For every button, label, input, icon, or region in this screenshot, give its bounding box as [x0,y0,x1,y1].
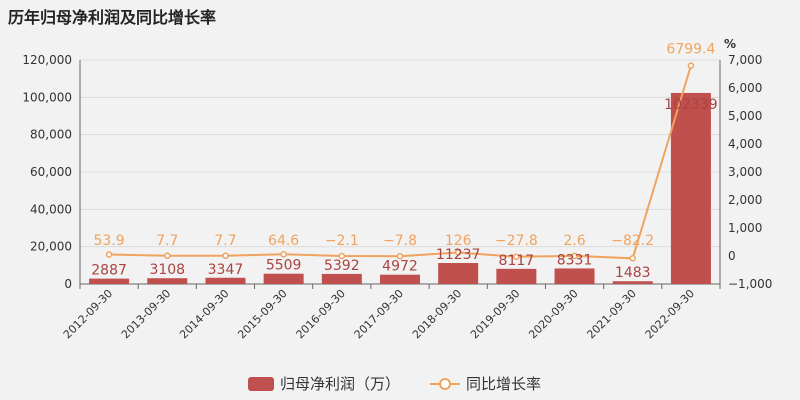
legend-swatch-point [439,378,451,390]
growth-value-label: 7.7 [214,233,236,249]
bar-value-label: 11237 [436,247,481,263]
bar-value-label: 102339 [664,97,717,113]
growth-point [513,253,520,261]
growth-value-label: 64.6 [268,233,299,249]
growth-value-label: −7.8 [383,233,417,249]
legend-swatch-bar [248,377,274,391]
bar-value-label: 8331 [557,252,593,268]
bar-value-label: 3108 [149,262,185,278]
x-tick-label: 2021-09-30 [584,287,638,341]
growth-point [164,252,171,260]
growth-value-label: 2.6 [563,233,585,249]
bar [321,273,362,284]
y-left-tick-label: 60,000 [30,165,72,179]
growth-point [571,252,578,260]
y-left-tick-label: 120,000 [22,53,72,67]
y-left-tick-label: 0 [64,277,72,291]
growth-point [454,249,462,256]
bar [496,268,537,284]
growth-value-label: −2.1 [325,233,359,249]
bar [670,92,711,285]
bar-value-label: 5509 [266,258,302,274]
legend-label-bar: 归母净利润（万） [280,375,400,393]
growth-point [338,252,346,260]
bar [554,268,595,284]
bar-value-label: 2887 [91,263,127,279]
y-right-tick-label: 6,000 [728,81,762,95]
growth-point [629,255,636,262]
bar [89,278,130,284]
y-left-tick-label: 20,000 [30,240,72,254]
bar [438,263,479,284]
x-tick-label: 2014-09-30 [177,287,231,341]
growth-point [687,62,695,69]
growth-value-label: 7.7 [156,233,178,249]
growth-value-label: −82.2 [611,233,654,249]
x-tick-label: 2017-09-30 [352,287,406,341]
y-left-tick-label: 40,000 [30,202,72,216]
bar-value-label: 4972 [382,259,418,275]
growth-point [396,252,404,260]
growth-point [280,250,287,258]
y-left-tick-label: 100,000 [22,90,72,104]
bar [263,273,304,284]
x-tick-label: 2012-09-30 [61,287,115,341]
bar [380,274,420,284]
y-right-tick-label: 4,000 [728,137,762,151]
y-right-tick-label: 7,000 [728,53,762,67]
x-tick-label: 2020-09-30 [526,287,580,341]
bar-value-label: 1483 [615,265,651,281]
y-right-tick-label: 2,000 [728,193,762,207]
x-tick-label: 2015-09-30 [235,287,289,341]
x-tick-label: 2016-09-30 [294,287,348,341]
bar [612,281,653,284]
growth-line [109,65,692,260]
growth-point [105,251,113,258]
x-tick-label: 2022-09-30 [643,287,697,341]
growth-point [222,252,229,260]
chart-title: 历年归母净利润及同比增长率 [8,8,217,27]
y-left-tick-label: 80,000 [30,128,72,142]
growth-value-label: 6799.4 [666,42,715,58]
y-right-tick-label: −1,000 [728,277,772,291]
y-right-unit: % [724,37,736,51]
bar [205,277,246,284]
bar-value-label: 8117 [499,253,535,269]
x-tick-label: 2013-09-30 [119,287,173,341]
legend-label-line: 同比增长率 [466,375,541,393]
growth-value-label: −27.8 [495,233,538,249]
y-right-tick-label: 0 [728,249,736,263]
y-right-tick-label: 1,000 [728,221,762,235]
x-tick-label: 2019-09-30 [468,287,522,341]
bar-value-label: 3347 [208,262,244,278]
y-right-tick-label: 3,000 [728,165,762,179]
y-right-tick-label: 5,000 [728,109,762,123]
growth-value-label: 126 [445,233,472,249]
bar [147,278,188,284]
x-tick-label: 2018-09-30 [410,287,464,341]
bar-value-label: 5392 [324,258,360,274]
growth-value-label: 53.9 [94,233,125,249]
